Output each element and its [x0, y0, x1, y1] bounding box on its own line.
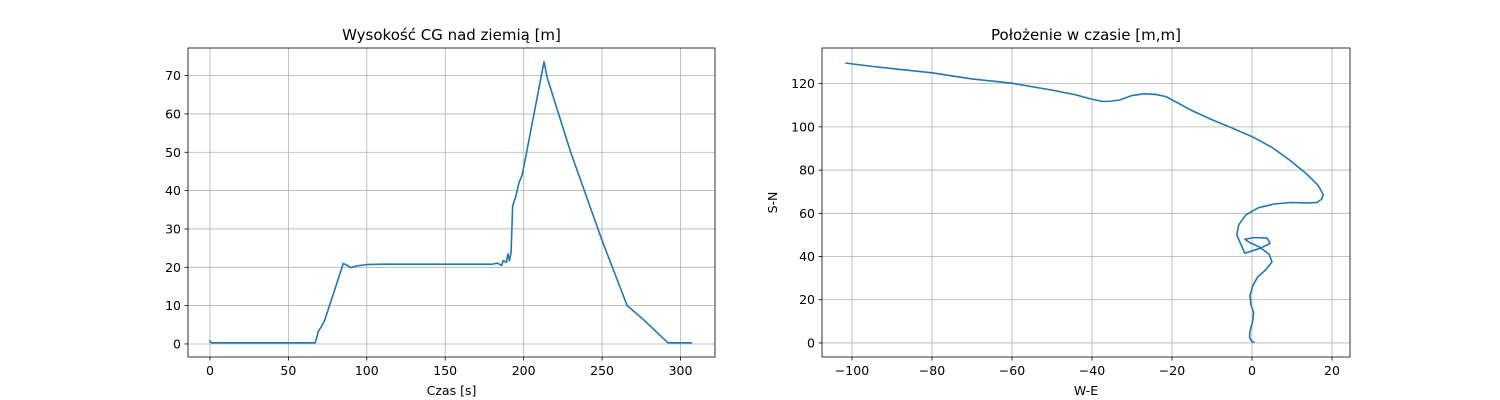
height-chart-y-tick-label: 10 [165, 298, 181, 313]
position-chart: −100 −80 −60 −40 −20 0 20 0 20 40 60 80 100 120 Położ… [765, 26, 1351, 398]
height-chart-y-tick-label: 60 [165, 106, 181, 121]
height-chart-x-tick-label: 150 [433, 363, 457, 378]
position-chart-x-axis-label: W-E [1074, 383, 1098, 398]
position-chart-x-tick-label: −80 [919, 363, 945, 378]
height-chart-x-tick-label: 200 [512, 363, 536, 378]
height-chart-ticks: 0 50 100 150 200 250 300 0 10 20 30 40 50 60 70 [165, 68, 692, 378]
height-chart-x-tick-label: 300 [669, 363, 693, 378]
position-chart-title: Położenie w czasie [m,m] [991, 26, 1181, 44]
position-chart-x-tick-label: −20 [1159, 363, 1185, 378]
position-chart-x-tick-label: 20 [1324, 363, 1340, 378]
position-chart-y-tick-label: 80 [799, 163, 815, 178]
position-chart-x-tick-label: −60 [999, 363, 1025, 378]
height-chart-x-tick-label: 0 [206, 363, 214, 378]
position-chart-y-tick-label: 0 [807, 335, 815, 350]
position-chart-y-tick-label: 20 [799, 292, 815, 307]
height-chart-x-tick-label: 50 [280, 363, 296, 378]
height-chart-x-tick-label: 100 [355, 363, 379, 378]
height-chart-y-tick-label: 20 [165, 260, 181, 275]
position-chart-series [845, 62, 1324, 343]
position-chart-y-tick-label: 40 [799, 249, 815, 264]
position-chart-x-tick-label: 0 [1248, 363, 1256, 378]
height-chart: 0 50 100 150 200 250 300 0 10 20 30 40 50 60 70 Wysoko… [165, 26, 716, 398]
height-chart-y-tick-label: 70 [165, 68, 181, 83]
position-chart-y-tick-label: 120 [791, 76, 815, 91]
height-chart-grid [188, 48, 715, 357]
position-chart-y-axis-label: S-N [765, 192, 780, 214]
height-chart-x-tick-label: 250 [590, 363, 614, 378]
position-chart-x-tick-label: −40 [1079, 363, 1105, 378]
position-chart-x-tick-label: −100 [835, 363, 869, 378]
position-chart-ticks: −100 −80 −60 −40 −20 0 20 0 20 40 60 80 100 120 [791, 76, 1340, 378]
position-chart-y-tick-label: 100 [791, 119, 815, 134]
height-chart-series [209, 60, 693, 344]
height-chart-y-tick-label: 50 [165, 145, 181, 160]
height-chart-y-tick-label: 30 [165, 221, 181, 236]
position-chart-series-line [845, 62, 1324, 343]
position-chart-plot-frame [821, 47, 1351, 358]
height-chart-y-tick-label: 0 [173, 336, 181, 351]
height-chart-y-tick-label: 40 [165, 183, 181, 198]
position-chart-grid [822, 48, 1350, 357]
height-chart-x-axis-label: Czas [s] [427, 383, 477, 398]
height-chart-plot-frame [187, 47, 716, 358]
height-chart-series-line [209, 60, 693, 344]
position-chart-y-tick-label: 60 [799, 206, 815, 221]
height-chart-title: Wysokość CG nad ziemią [m] [342, 26, 561, 44]
